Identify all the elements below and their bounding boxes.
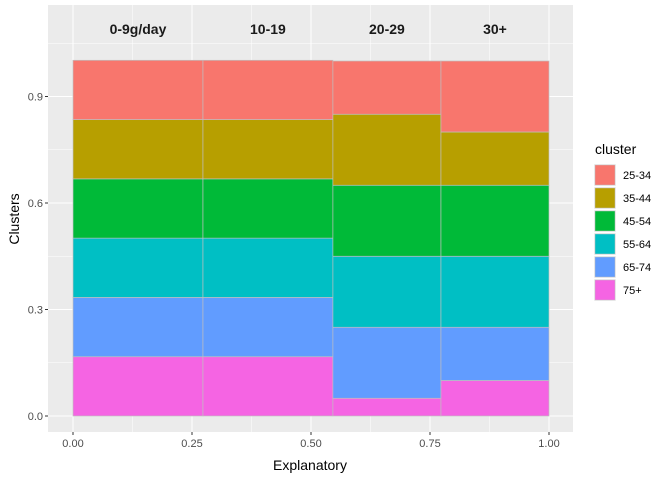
tile-0-9g/day-55-64	[72, 237, 204, 298]
legend-swatch-25-34	[594, 164, 616, 186]
legend-title: cluster	[595, 141, 637, 157]
tile-10-19-55-64	[202, 237, 334, 298]
tile-0-9g/day-75+	[72, 356, 204, 417]
x-tick-label: 0.25	[181, 438, 202, 450]
tile-0-9g/day-65-74	[72, 297, 204, 358]
y-tick-label: 0.0	[28, 411, 43, 423]
x-axis-title: Explanatory	[273, 457, 347, 473]
tile-10-19-25-34	[202, 59, 334, 120]
tile-30+-35-44	[440, 131, 550, 186]
legend-label-55-64: 55-64	[623, 239, 651, 251]
y-tick-label: 0.6	[28, 198, 43, 210]
y-tick-label: 0.9	[28, 92, 43, 104]
tile-20-29-35-44	[332, 113, 442, 186]
y-axis-ticks: 0.0 0.3 0.6 0.9	[28, 92, 48, 423]
legend: cluster 25-34 35-44 45-54 55-64 65-74 75+	[594, 141, 651, 301]
mosaic-tiles	[72, 59, 550, 417]
tile-0-9g/day-45-54	[72, 178, 204, 239]
tile-30+-55-64	[440, 255, 550, 328]
legend-swatch-45-54	[594, 210, 616, 232]
tile-20-29-25-34	[332, 60, 442, 115]
strip-label-30+: 30+	[483, 21, 507, 37]
x-tick-label: 0.00	[62, 438, 83, 450]
legend-swatch-65-74	[594, 256, 616, 278]
tile-30+-45-54	[440, 184, 550, 257]
tile-30+-75+	[440, 380, 550, 417]
legend-swatch-35-44	[594, 187, 616, 209]
tile-10-19-45-54	[202, 178, 334, 239]
strip-label-10-19: 10-19	[250, 21, 286, 37]
tile-20-29-45-54	[332, 184, 442, 257]
y-axis-title: Clusters	[6, 193, 22, 244]
x-axis-ticks: 0.00 0.25 0.50 0.75 1.00	[62, 432, 560, 450]
y-tick-label: 0.3	[28, 305, 43, 317]
legend-label-65-74: 65-74	[623, 262, 651, 274]
tile-20-29-65-74	[332, 326, 442, 399]
tile-0-9g/day-25-34	[72, 59, 204, 120]
legend-label-75+: 75+	[623, 285, 642, 297]
tile-30+-65-74	[440, 326, 550, 381]
legend-label-35-44: 35-44	[623, 193, 651, 205]
legend-swatch-55-64	[594, 233, 616, 255]
legend-swatch-75+	[594, 279, 616, 301]
tile-10-19-35-44	[202, 119, 334, 180]
legend-label-25-34: 25-34	[623, 170, 651, 182]
tile-30+-25-34	[440, 60, 550, 133]
category-strip-labels: 0-9g/day 10-19 20-29 30+	[110, 21, 507, 37]
strip-label-20-29: 20-29	[369, 21, 405, 37]
legend-label-45-54: 45-54	[623, 216, 651, 228]
tile-10-19-65-74	[202, 297, 334, 358]
x-tick-label: 0.50	[300, 438, 321, 450]
tile-10-19-75+	[202, 356, 334, 417]
tile-20-29-75+	[332, 397, 442, 417]
tile-0-9g/day-35-44	[72, 119, 204, 180]
x-tick-label: 1.00	[538, 438, 559, 450]
tile-20-29-55-64	[332, 255, 442, 328]
strip-label-0-9g/day: 0-9g/day	[110, 21, 167, 37]
x-tick-label: 0.75	[419, 438, 440, 450]
